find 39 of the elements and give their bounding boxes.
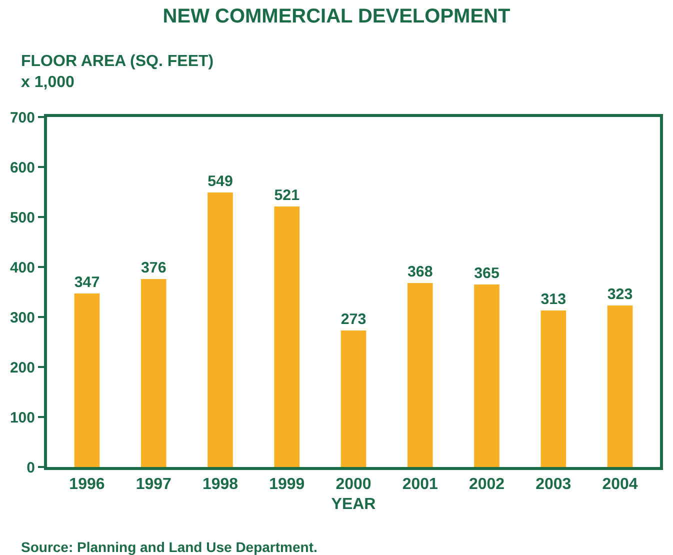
y-tick-label: 0 xyxy=(26,459,35,476)
x-tick-label: 2003 xyxy=(536,476,572,494)
bar xyxy=(208,192,233,467)
bar xyxy=(340,330,366,467)
bar xyxy=(540,310,566,467)
bar xyxy=(140,279,166,467)
source-note: Source: Planning and Land Use Department. xyxy=(21,539,318,555)
x-tick-label: 2000 xyxy=(336,476,372,494)
y-tick-label: 200 xyxy=(10,359,35,376)
x-tick-label: 1998 xyxy=(202,476,238,494)
x-tick-label: 1997 xyxy=(136,476,172,494)
data-label: 347 xyxy=(74,274,100,291)
x-tick-label: 1996 xyxy=(69,476,105,494)
x-tick-label: 2001 xyxy=(402,476,438,494)
y-tick-label: 600 xyxy=(10,159,35,176)
bar xyxy=(74,294,100,467)
data-label: 376 xyxy=(140,259,166,276)
data-label: 368 xyxy=(407,263,433,280)
x-axis-title: YEAR xyxy=(331,496,376,513)
x-tick-label: 1999 xyxy=(269,476,305,494)
data-label: 365 xyxy=(474,264,500,282)
bar xyxy=(274,206,300,467)
y-tick-label: 700 xyxy=(10,109,35,126)
data-label: 323 xyxy=(607,286,633,303)
x-tick-label: 2002 xyxy=(468,476,505,494)
y-axis-title: FLOOR AREA (SQ. FEET) x 1,000 xyxy=(21,53,214,91)
y-tick-label: 300 xyxy=(10,309,35,326)
bar xyxy=(407,283,433,467)
chart-title: NEW COMMERCIAL DEVELOPMENT xyxy=(162,5,510,28)
y-tick-label: 100 xyxy=(10,409,35,426)
data-label: 521 xyxy=(274,186,300,204)
bar xyxy=(607,306,633,467)
y-tick-label: 500 xyxy=(10,209,35,226)
data-label: 313 xyxy=(540,290,566,308)
data-label: 549 xyxy=(208,172,233,190)
y-tick-label: 400 xyxy=(10,259,35,276)
x-tick-label: 2004 xyxy=(602,476,638,494)
bar xyxy=(474,284,500,467)
data-label: 273 xyxy=(340,310,366,328)
